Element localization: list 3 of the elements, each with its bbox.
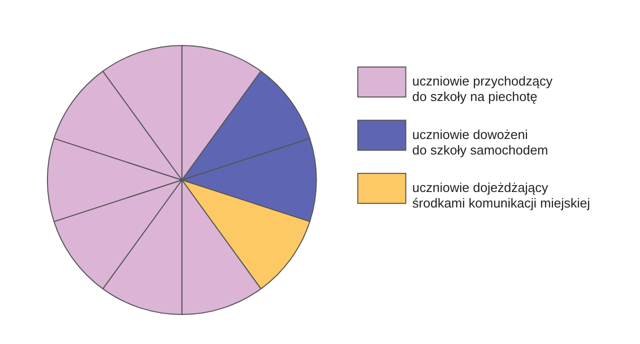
legend-label: uczniowie przychodzący do szkoły na piechotę (412, 74, 553, 104)
legend-label: uczniowie dojeżdżający środkami komunikacji miejskiej (412, 180, 590, 211)
legend-label: uczniowie dowożeni do szkoły samochodem (412, 126, 548, 158)
